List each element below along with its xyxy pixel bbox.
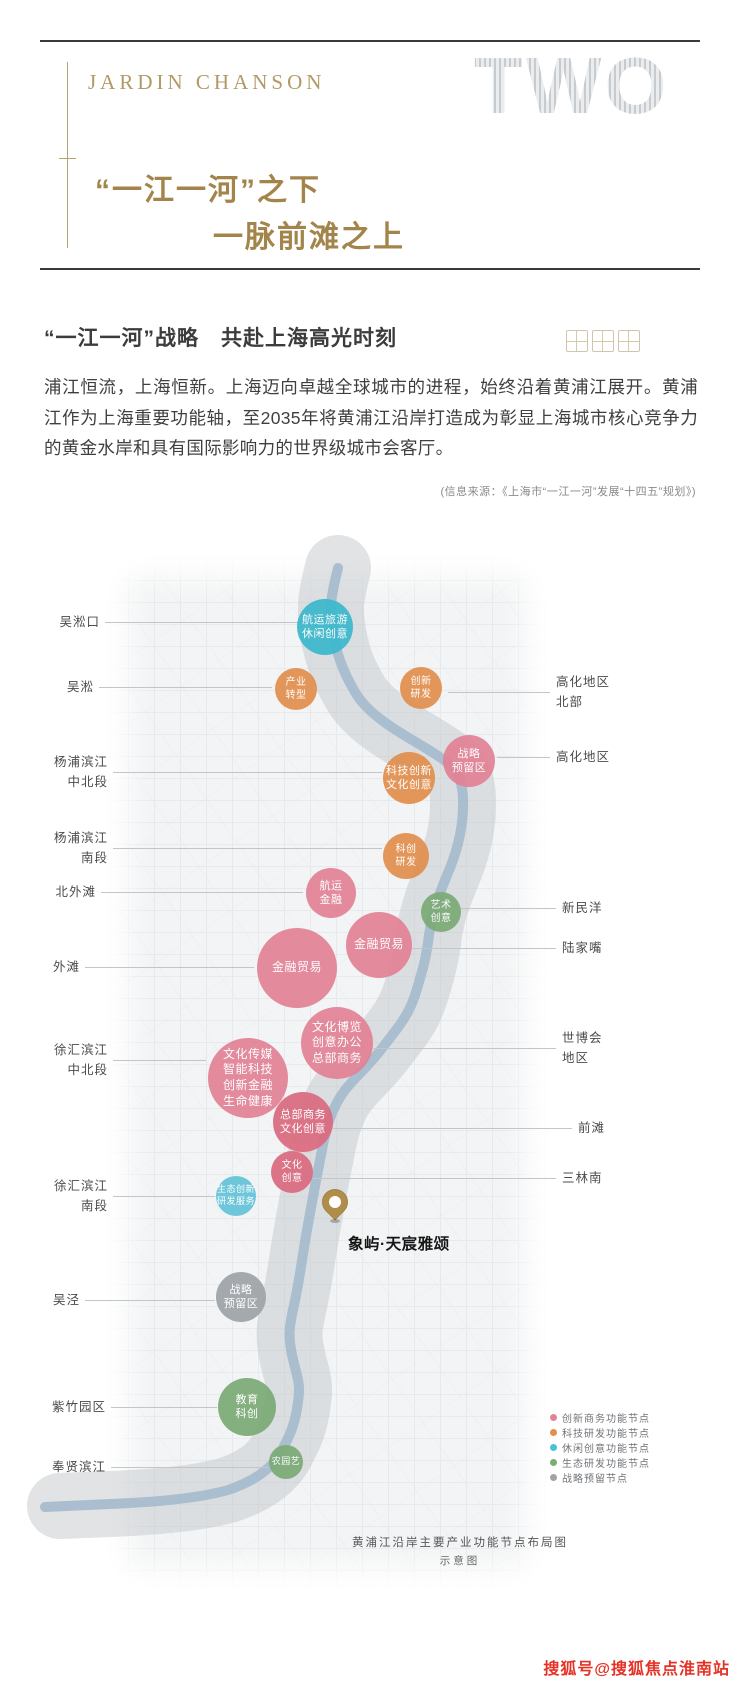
map-function-node: 战略 预留区 [443, 735, 495, 787]
legend-label: 战略预留节点 [562, 1474, 628, 1485]
map-region-label: 杨浦滨江 中北段 [53, 755, 108, 789]
map-region-label: 前滩 [578, 1121, 606, 1135]
leader-line [105, 622, 300, 623]
leader-line [111, 1407, 217, 1408]
huangpu-river-map: 象屿·天宸雅颂 创新商务功能节点 科技研发功能节点 休闲创意功能节点 生态研发功能节点… [0, 530, 740, 1605]
map-region-label: 三林南 [562, 1171, 603, 1185]
leader-line [85, 967, 254, 968]
river-corridor-band [27, 535, 497, 1539]
river-graphic [27, 535, 497, 1539]
leader-line [312, 1178, 556, 1179]
map-region-label: 高化地区 [556, 750, 611, 764]
map-function-node: 艺术 创意 [421, 892, 461, 932]
leader-line [497, 757, 550, 758]
legend-label: 生态研发功能节点 [562, 1459, 650, 1470]
page-title-line2: 一脉前滩之上 [213, 221, 405, 254]
leader-line [333, 1128, 572, 1129]
article-heading: “一江一河”战略 共赴上海高光时刻 [44, 327, 397, 350]
legend-item: 休闲创意功能节点 [550, 1440, 650, 1455]
article-body: 浦江恒流，上海恒新。上海迈向卓越全球城市的进程，始终沿着黄浦江展开。黄浦江作为上… [44, 377, 698, 458]
brand-vertical-line [67, 62, 68, 248]
page-title-line1: “一江一河”之下 [95, 174, 321, 207]
legend-dot-icon [550, 1474, 557, 1481]
leader-line [373, 1048, 556, 1049]
map-region-label: 徐汇滨江 中北段 [53, 1043, 108, 1077]
map-function-node: 金融贸易 [346, 912, 412, 978]
leader-line [412, 948, 556, 949]
map-function-node: 科创 研发 [383, 833, 429, 879]
map-function-node: 生态创新 研发服务 [216, 1176, 256, 1216]
leader-line [113, 1196, 215, 1197]
map-region-label: 吴泾 [52, 1293, 80, 1307]
map-region-label: 徐汇滨江 南段 [53, 1179, 108, 1213]
map-function-node: 文化 创意 [271, 1151, 313, 1193]
leader-line [99, 687, 272, 688]
map-region-label: 杨浦滨江 南段 [53, 831, 108, 865]
legend-dot-icon [550, 1444, 557, 1451]
legend-dot-icon [550, 1414, 557, 1421]
project-name-label: 象屿·天宸雅颂 [348, 1236, 450, 1253]
map-region-label: 外滩 [52, 960, 80, 974]
map-function-node: 战略 预留区 [216, 1272, 266, 1322]
map-function-node: 农园艺 [269, 1445, 303, 1479]
map-function-node: 文化博览 创意办公 总部商务 [301, 1007, 373, 1079]
legend-dot-icon [550, 1459, 557, 1466]
legend-label: 休闲创意功能节点 [562, 1444, 650, 1455]
map-region-label: 高化地区 北部 [556, 675, 611, 709]
map-function-node: 科技创新 文化创意 [383, 752, 435, 804]
section-number-word: TWO [474, 41, 670, 130]
top-rule [40, 40, 700, 42]
brand-name: JARDIN CHANSON [88, 70, 326, 94]
map-caption-subtitle: 示意图 [439, 1555, 481, 1567]
map-function-node: 总部商务 文化创意 [273, 1092, 333, 1152]
map-function-node: 创新 研发 [400, 667, 442, 709]
watermark-text: 搜狐号@搜狐焦点淮南站 [535, 1652, 738, 1682]
huangpu-river [40, 563, 469, 1512]
legend-label: 科技研发功能节点 [562, 1429, 650, 1440]
brand-tick-line [59, 158, 76, 159]
leader-line [111, 1467, 268, 1468]
pin-shadow [330, 1219, 340, 1223]
map-function-node: 教育 科创 [218, 1378, 276, 1436]
seal-stamp-icon [566, 330, 640, 352]
leader-line [113, 772, 382, 773]
map-region-label: 奉贤滨江 [51, 1460, 106, 1474]
map-region-label: 吴淞口 [59, 615, 100, 629]
legend-item: 生态研发功能节点 [550, 1455, 650, 1470]
leader-line [101, 892, 303, 893]
leader-line [85, 1300, 215, 1301]
map-legend: 创新商务功能节点 科技研发功能节点 休闲创意功能节点 生态研发功能节点 战略预留节点 [550, 1410, 650, 1485]
legend-item: 战略预留节点 [550, 1470, 650, 1485]
leader-line [448, 692, 550, 693]
leader-line [113, 848, 382, 849]
divider-rule [40, 268, 700, 270]
legend-item: 创新商务功能节点 [550, 1410, 650, 1425]
legend-item: 科技研发功能节点 [550, 1425, 650, 1440]
map-function-node: 文化传媒 智能科技 创新金融 生命健康 [208, 1038, 288, 1118]
map-function-node: 产业 转型 [275, 668, 317, 710]
seal-glyph-icon [566, 330, 588, 352]
map-region-label: 紫竹园区 [51, 1400, 106, 1414]
map-function-node: 航运旅游 休闲创意 [297, 599, 353, 655]
map-region-label: 北外滩 [55, 885, 96, 899]
map-function-node: 航运 金融 [306, 868, 356, 918]
seal-glyph-icon [618, 330, 640, 352]
map-region-label: 吴淞 [66, 680, 94, 694]
leader-line [113, 1060, 206, 1061]
legend-dot-icon [550, 1429, 557, 1436]
legend-label: 创新商务功能节点 [562, 1414, 650, 1425]
map-caption-title: 黄浦江沿岸主要产业功能节点布局图 [352, 1537, 568, 1549]
seal-glyph-icon [592, 330, 614, 352]
map-region-label: 世博会 地区 [562, 1031, 603, 1065]
source-note: (信息来源：《上海市“一江一河”发展“十四五”规划》) [440, 486, 696, 498]
map-region-label: 新民洋 [562, 901, 603, 915]
map-function-node: 金融贸易 [257, 928, 337, 1008]
leader-line [460, 908, 556, 909]
map-region-label: 陆家嘴 [562, 941, 603, 955]
